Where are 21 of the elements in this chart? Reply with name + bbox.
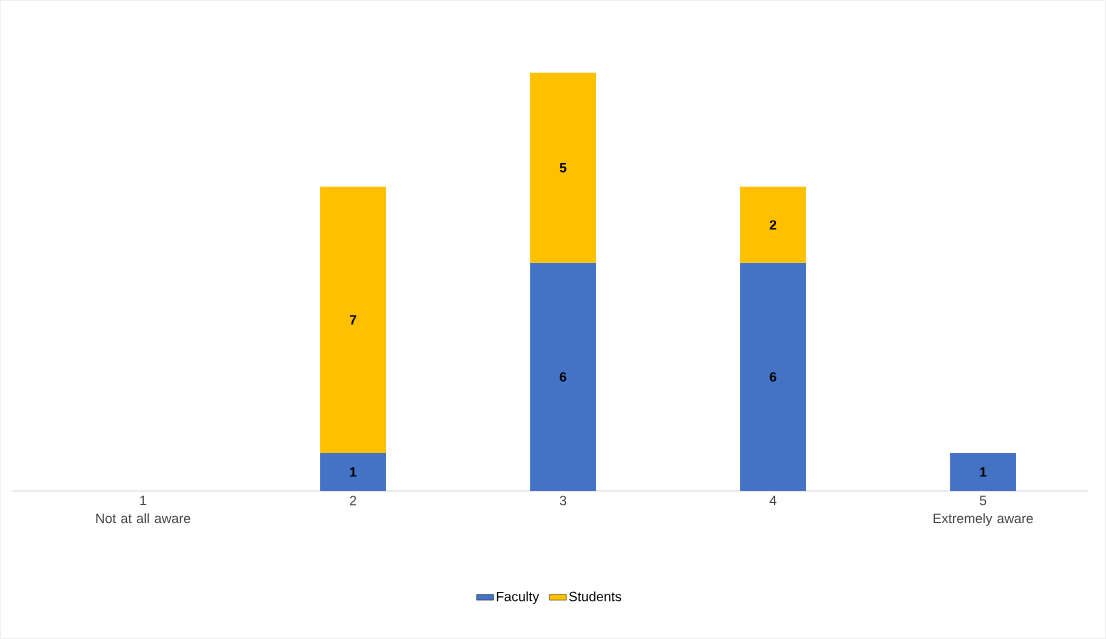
data-label: 7	[349, 315, 357, 325]
legend-label: Faculty	[496, 591, 540, 604]
bar	[740, 262, 807, 491]
bar	[320, 452, 387, 491]
data-label: 1	[980, 467, 987, 477]
bar	[530, 262, 597, 491]
x-tick-label: 3	[559, 495, 567, 506]
bar	[950, 452, 1017, 491]
data-label: 6	[769, 372, 777, 382]
data-label: 1	[350, 467, 357, 477]
x-tick-label: 5 Extremely aware	[933, 495, 1033, 526]
data-label: 5	[559, 163, 567, 173]
bar	[740, 186, 807, 263]
x-tick-label: 4	[769, 495, 777, 506]
legend-label: Students	[569, 591, 622, 602]
bar	[320, 186, 387, 453]
x-tick-label: 2	[349, 495, 357, 506]
data-label: 6	[559, 372, 567, 382]
data-label: 2	[769, 220, 777, 230]
bar	[530, 72, 597, 263]
x-tick-label: 1 Not at all aware	[96, 495, 191, 524]
